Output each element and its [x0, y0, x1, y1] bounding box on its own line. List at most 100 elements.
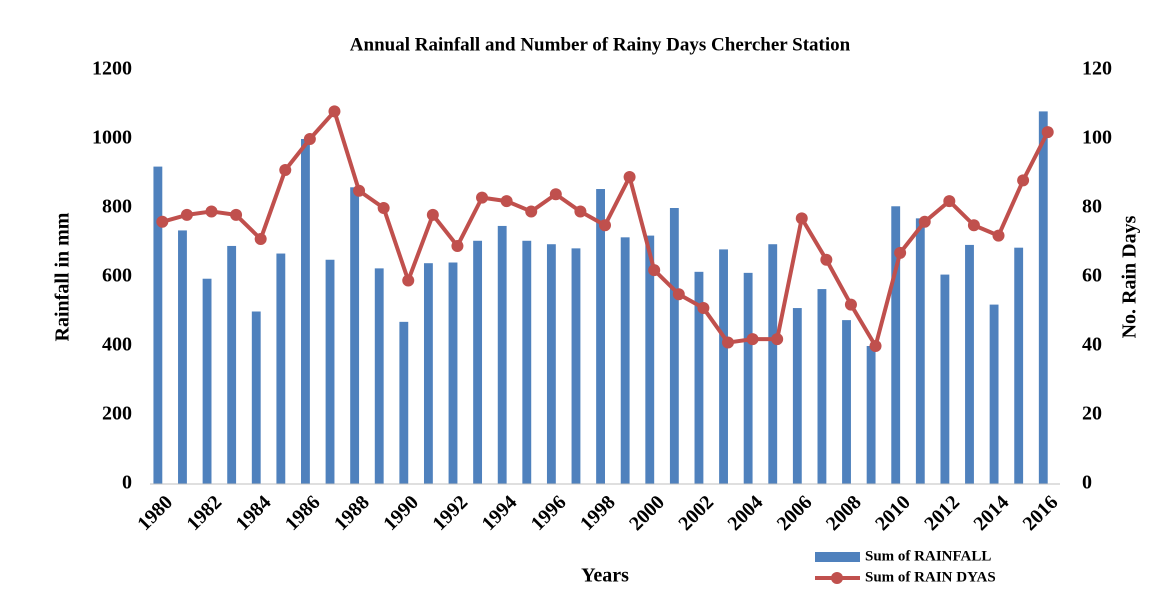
bar — [571, 248, 581, 484]
x-tick-label: 2012 — [920, 491, 964, 535]
line-point — [451, 239, 464, 252]
y2-tick-label: 80 — [1082, 196, 1102, 218]
bar — [989, 304, 999, 484]
bar — [694, 271, 704, 484]
legend-label: Sum of RAIN DYAS — [865, 569, 996, 585]
y-tick-label: 1200 — [92, 58, 132, 80]
bar — [178, 230, 187, 484]
y2-tick-label: 20 — [1082, 403, 1102, 425]
bar — [448, 262, 458, 484]
x-tick-label: 1986 — [281, 491, 325, 535]
line-point — [1017, 174, 1030, 187]
line-point — [574, 205, 587, 218]
x-tick-label: 2014 — [969, 491, 1013, 535]
line-point — [525, 205, 538, 218]
bar — [301, 139, 310, 484]
line-point — [1041, 126, 1054, 139]
line-point — [426, 208, 439, 221]
bar — [1014, 247, 1024, 484]
line-point — [697, 302, 710, 315]
x-tick-label: 1990 — [379, 491, 423, 535]
bar — [743, 272, 753, 484]
line-point — [771, 333, 784, 346]
bar — [546, 244, 556, 484]
x-tick-label: 1980 — [133, 491, 177, 535]
x-tick-label: 1982 — [182, 491, 226, 535]
legend-swatch — [831, 572, 843, 584]
bar — [202, 278, 212, 484]
bar — [522, 240, 532, 484]
bar — [891, 206, 901, 484]
line-point — [992, 229, 1005, 242]
bar — [817, 289, 827, 484]
x-tick-label: 2006 — [773, 491, 817, 535]
x-tick-label: 1996 — [527, 491, 571, 535]
bar — [915, 218, 925, 484]
bar — [1038, 111, 1048, 485]
y-tick-label: 200 — [102, 403, 132, 425]
x-tick-label: 1988 — [330, 491, 374, 535]
x-tick-label: 2000 — [625, 491, 669, 535]
line-point — [844, 298, 857, 311]
line-point — [303, 133, 316, 145]
line-point — [500, 195, 513, 208]
line-point — [353, 184, 366, 197]
y-axis-title: Rainfall in mm — [52, 212, 74, 341]
bar — [669, 208, 679, 484]
line-point — [205, 205, 218, 218]
bar — [965, 244, 974, 484]
bar — [227, 245, 237, 484]
y-tick-label: 600 — [102, 265, 132, 287]
line-point — [599, 219, 611, 232]
bar — [866, 346, 876, 484]
line-point — [918, 215, 931, 228]
x-tick-label: 1992 — [428, 491, 472, 535]
bar — [620, 237, 630, 484]
line-point — [279, 164, 292, 177]
x-tick-label: 1984 — [232, 491, 276, 535]
bar — [768, 244, 778, 484]
line-point — [672, 288, 685, 301]
y2-tick-label: 100 — [1082, 127, 1112, 149]
bar — [842, 320, 851, 484]
y-tick-label: 1000 — [92, 127, 132, 149]
bar — [473, 240, 483, 484]
line-point — [967, 219, 980, 232]
line-point — [648, 264, 661, 277]
line-point — [894, 246, 907, 259]
line-point — [254, 233, 267, 246]
line-point — [476, 191, 489, 204]
line-point — [746, 333, 759, 346]
y-tick-label: 0 — [122, 472, 132, 494]
x-tick-label: 1998 — [576, 491, 620, 535]
bar — [719, 249, 728, 484]
bar — [350, 187, 360, 485]
bar — [399, 321, 409, 484]
line-point — [377, 202, 390, 214]
line-point — [328, 105, 341, 118]
x-tick-label: 2008 — [822, 491, 866, 535]
y-tick-label: 400 — [102, 334, 132, 356]
line-point — [402, 274, 415, 287]
bar — [153, 166, 163, 484]
y2-tick-label: 40 — [1082, 334, 1102, 356]
line-point — [820, 253, 833, 266]
legend-label: Sum of RAINFALL — [865, 548, 991, 564]
line-point — [869, 340, 882, 352]
bar — [325, 259, 335, 484]
bar — [596, 189, 605, 484]
line-point — [795, 212, 808, 225]
line-point — [721, 336, 734, 349]
bar — [940, 274, 950, 484]
bar — [497, 225, 507, 484]
line-point — [180, 208, 193, 221]
y2-tick-label: 0 — [1082, 472, 1092, 494]
chart-title: Annual Rainfall and Number of Rainy Days… — [350, 34, 851, 55]
x-tick-label: 1994 — [478, 491, 522, 535]
legend-swatch — [815, 552, 860, 562]
y-tick-label: 800 — [102, 196, 132, 218]
bar — [374, 268, 384, 484]
y2-axis-title: No. Rain Days — [1119, 215, 1141, 338]
x-tick-label: 2010 — [871, 491, 915, 535]
